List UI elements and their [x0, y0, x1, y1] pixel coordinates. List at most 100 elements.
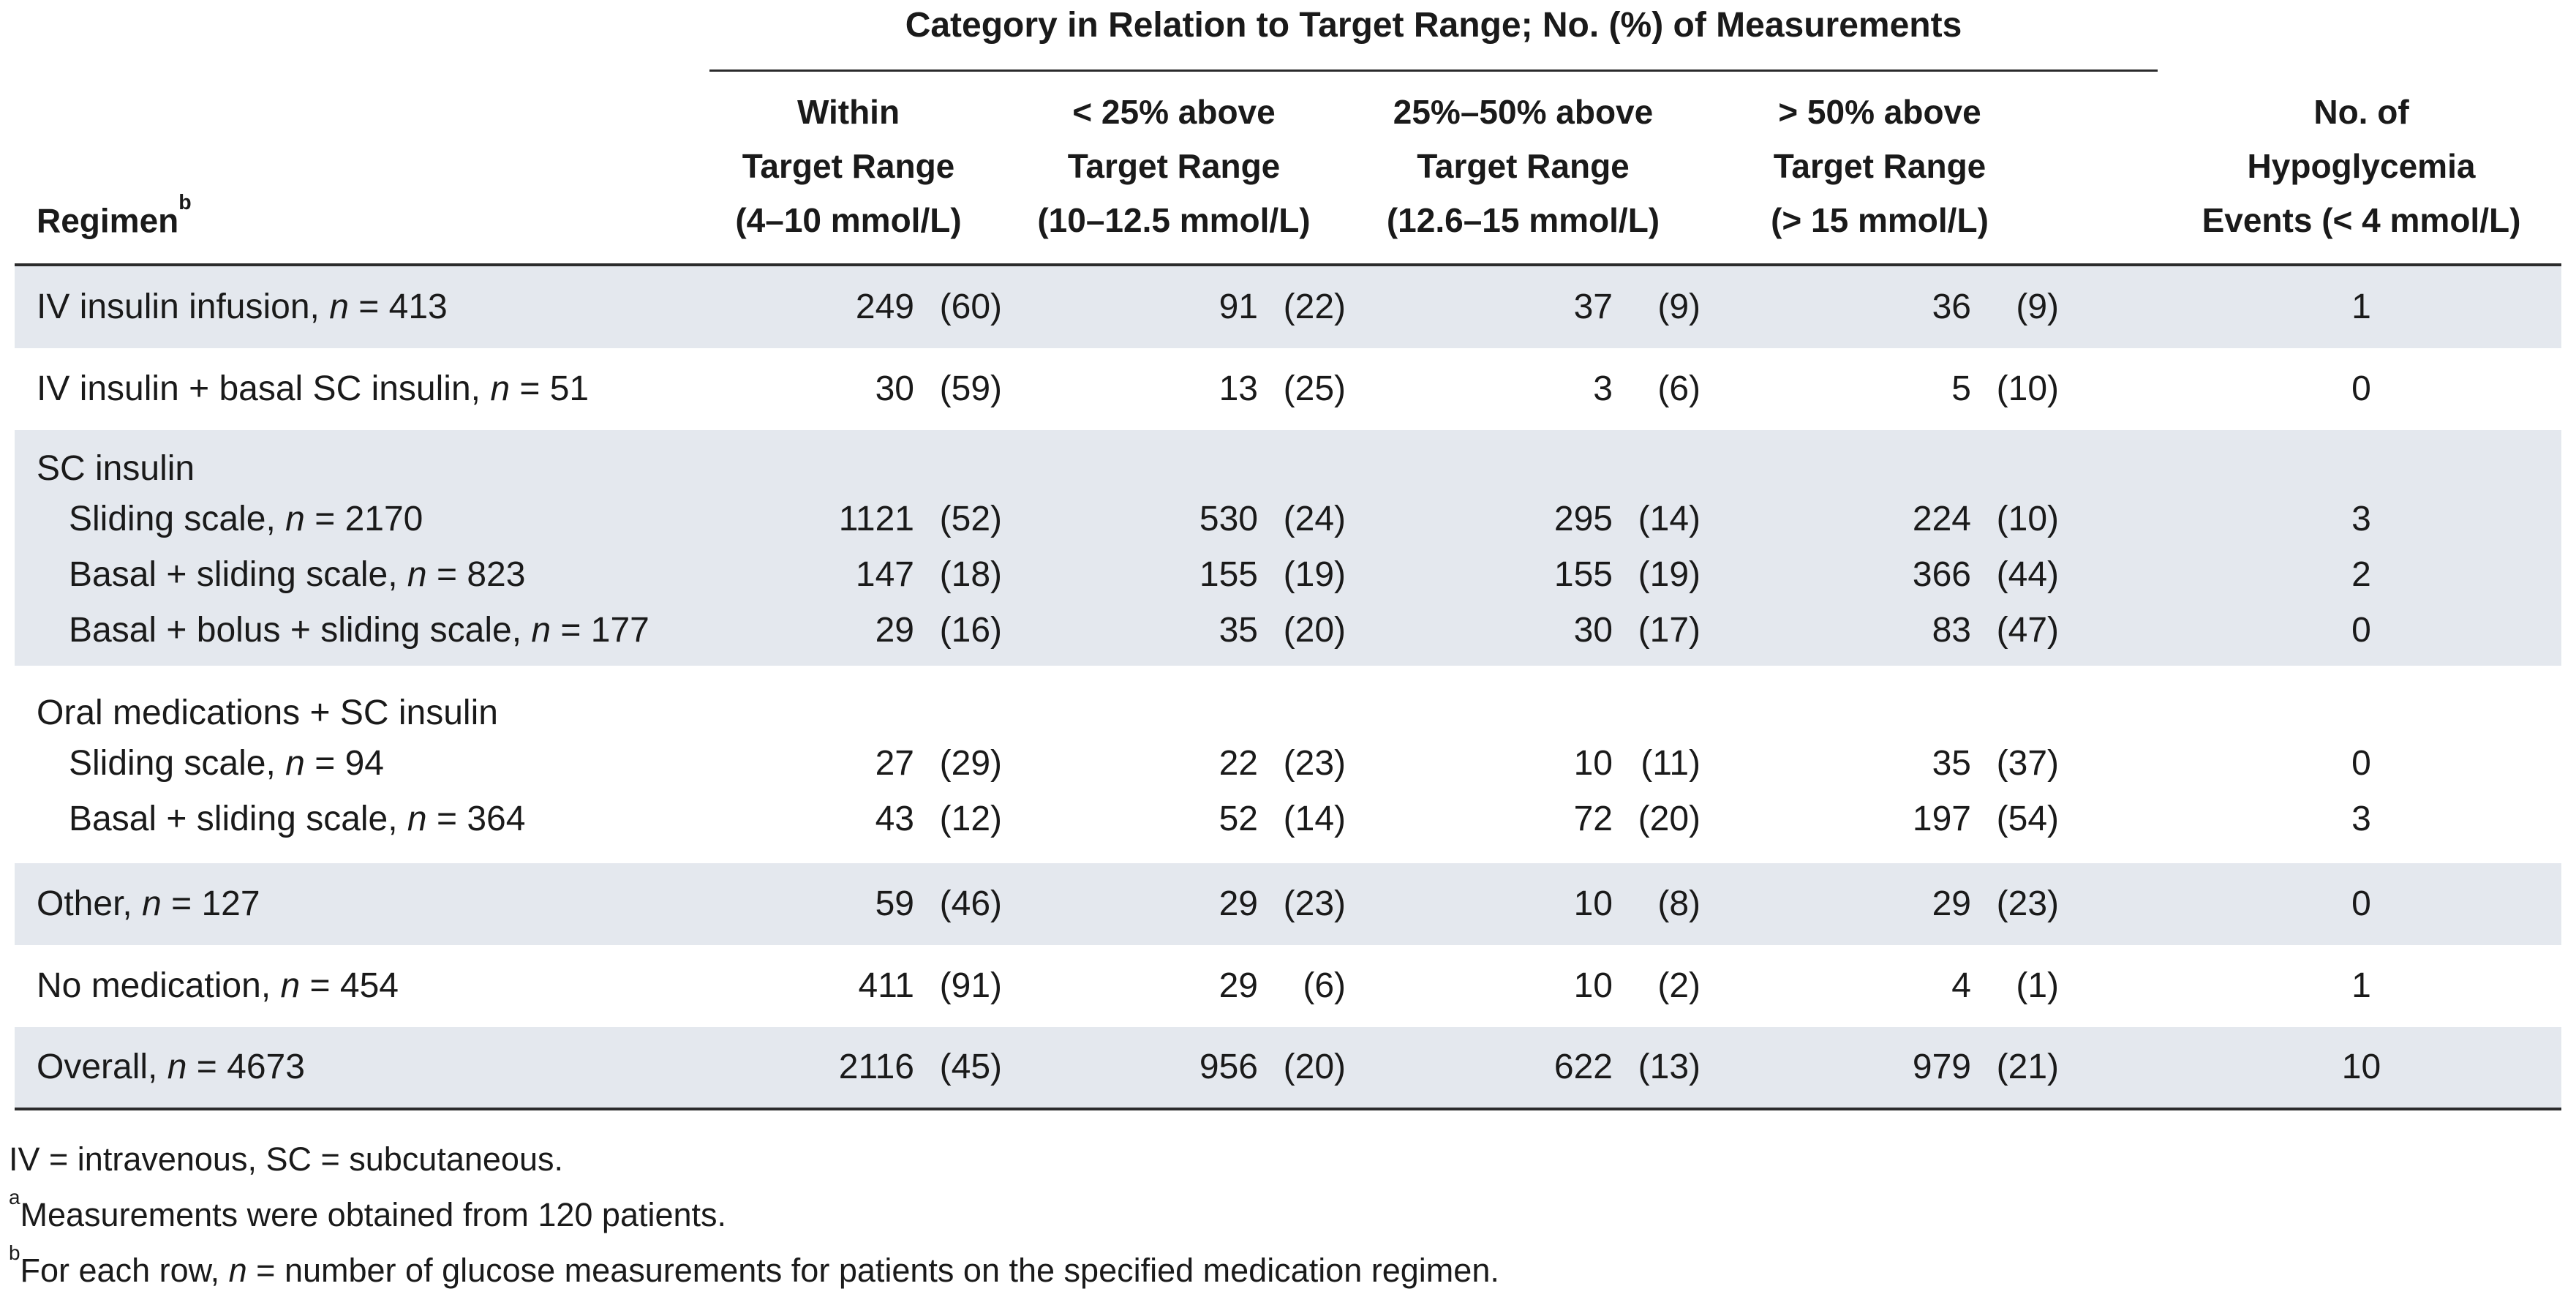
column-header-within-target-range: Within Target Range (4–10 mmol/L): [735, 93, 962, 239]
count-value: 29: [1219, 966, 1258, 1005]
table-row-overall: Overall, n = 4673 2116 (45) 956 (20) 622 (1…: [15, 1027, 2561, 1108]
footnote-a: aMeasurements were obtained from 120 pat…: [9, 1186, 727, 1233]
count-value: 530: [1199, 500, 1258, 538]
count-value: 411: [858, 966, 914, 1005]
regimen-group-label: Oral medications + SC insulin: [37, 693, 498, 732]
hypoglycemia-count: 3: [2351, 500, 2371, 538]
regimen-group-label: SC insulin: [37, 449, 195, 488]
spanner-header-text: Category in Relation to Target Range; No…: [905, 6, 1962, 45]
regimen-label: Sliding scale, n = 94: [69, 744, 384, 783]
percent-value: (20): [1283, 1048, 1346, 1086]
percent-value: (16): [939, 611, 1002, 650]
percent-value: (60): [939, 287, 1002, 326]
regimen-label: Overall, n = 4673: [37, 1048, 305, 1086]
gt50-above-cell: 979 (21): [1701, 1048, 2059, 1087]
hypoglycemia-count: 1: [2351, 287, 2371, 326]
regimen-label: No medication, n = 454: [37, 966, 399, 1005]
column-header-row: Regimenb Within Target Range (4–10 mmol/…: [15, 72, 2561, 263]
regimen-label: Basal + sliding scale, n = 364: [69, 800, 526, 838]
percent-value: (46): [939, 884, 1002, 923]
mid-above-cell: 72 (20): [1346, 800, 1701, 839]
percent-value: (19): [1283, 555, 1346, 594]
percent-value: (44): [1996, 555, 2059, 594]
count-value: 249: [855, 287, 914, 326]
lt25-above-cell: 52 (14): [1002, 800, 1346, 839]
count-value: 29: [875, 611, 914, 650]
count-value: 30: [875, 369, 914, 408]
table-footnotes: IV = intravenous, SC = subcutaneous. aMe…: [9, 1135, 2561, 1295]
lt25-above-cell: 530 (24): [1002, 500, 1346, 539]
count-value: 4: [1951, 966, 1971, 1005]
spanner-header: Category in Relation to Target Range; No…: [709, 0, 2158, 72]
percent-value: (45): [939, 1048, 1002, 1086]
table-header: Category in Relation to Target Range; No…: [15, 0, 2561, 266]
within-range-cell: 411 (91): [695, 966, 1002, 1006]
percent-value: (13): [1638, 1048, 1701, 1086]
gt50-above-cell: 5 (10): [1701, 369, 2059, 409]
count-value: 956: [1199, 1048, 1258, 1086]
within-range-cell: 249 (60): [695, 287, 1002, 327]
percent-value: (47): [1996, 611, 2059, 650]
count-value: 10: [1573, 966, 1613, 1005]
percent-value: (8): [1657, 884, 1701, 923]
mid-above-cell: 10 (2): [1346, 966, 1701, 1006]
mid-above-cell: 155 (19): [1346, 555, 1701, 595]
mid-above-cell: 30 (17): [1346, 611, 1701, 650]
hypoglycemia-count: 0: [2351, 884, 2371, 923]
lt25-above-cell: 956 (20): [1002, 1048, 1346, 1087]
within-range-cell: 147 (18): [695, 555, 1002, 595]
percent-value: (22): [1283, 287, 1346, 326]
mid-above-cell: 10 (11): [1346, 744, 1701, 783]
count-value: 5: [1951, 369, 1971, 408]
count-value: 43: [875, 800, 914, 838]
count-value: 91: [1219, 287, 1258, 326]
count-value: 13: [1219, 369, 1258, 408]
percent-value: (12): [939, 800, 1002, 838]
count-value: 52: [1219, 800, 1258, 838]
percent-value: (6): [1303, 966, 1346, 1005]
mid-above-cell: 622 (13): [1346, 1048, 1701, 1087]
within-range-cell: 59 (46): [695, 884, 1002, 924]
percent-value: (10): [1996, 369, 2059, 408]
count-value: 35: [1219, 611, 1258, 650]
gt50-above-cell: 366 (44): [1701, 555, 2059, 595]
table-group-row-oral-plus-sc: Oral medications + SC insulin: [15, 666, 2561, 736]
count-value: 30: [1573, 611, 1613, 650]
gt50-above-cell: 197 (54): [1701, 800, 2059, 839]
lt25-above-cell: 35 (20): [1002, 611, 1346, 650]
table-row-oral-basal-sliding: Basal + sliding scale, n = 364 43 (12) 52…: [15, 792, 2561, 863]
count-value: 3: [1593, 369, 1613, 408]
table-row-iv-insulin-infusion: IV insulin infusion, n = 413 249 (60) 91 (…: [15, 266, 2561, 348]
lt25-above-cell: 91 (22): [1002, 287, 1346, 327]
count-value: 622: [1553, 1048, 1613, 1086]
count-value: 155: [1553, 555, 1613, 594]
superscript-marker: a: [9, 1186, 20, 1209]
table-row-sc-basal-bolus-sliding: Basal + bolus + sliding scale, n = 177 2…: [15, 603, 2561, 666]
column-header-hypoglycemia-events: No. of Hypoglycemia Events (< 4 mmol/L): [2202, 93, 2521, 239]
percent-value: (24): [1283, 500, 1346, 538]
percent-value: (1): [2016, 966, 2059, 1005]
table-row-other: Other, n = 127 59 (46) 29 (23) 10 (8) 29 (23…: [15, 863, 2561, 945]
table-row-oral-sliding-scale: Sliding scale, n = 94 27 (29) 22 (23) 10 (1…: [15, 736, 2561, 792]
percent-value: (25): [1283, 369, 1346, 408]
lt25-above-cell: 13 (25): [1002, 369, 1346, 409]
count-value: 37: [1573, 287, 1613, 326]
count-value: 22: [1219, 744, 1258, 783]
count-value: 10: [1573, 884, 1613, 923]
within-range-cell: 27 (29): [695, 744, 1002, 783]
count-value: 29: [1219, 884, 1258, 923]
mid-above-cell: 10 (8): [1346, 884, 1701, 924]
hypoglycemia-count: 3: [2351, 800, 2371, 838]
regimen-label: Sliding scale, n = 2170: [69, 500, 423, 538]
regimen-label: Basal + sliding scale, n = 823: [69, 555, 526, 594]
hypoglycemia-count: 1: [2351, 966, 2371, 1005]
count-value: 36: [1932, 287, 1971, 326]
measurements-table: Category in Relation to Target Range; No…: [9, 0, 2561, 1295]
gt50-above-cell: 35 (37): [1701, 744, 2059, 783]
table-row-no-medication: No medication, n = 454 411 (91) 29 (6) 10 (…: [15, 945, 2561, 1027]
percent-value: (10): [1996, 500, 2059, 538]
hypoglycemia-count: 0: [2351, 611, 2371, 650]
percent-value: (17): [1638, 611, 1701, 650]
hypoglycemia-count: 0: [2351, 369, 2371, 408]
